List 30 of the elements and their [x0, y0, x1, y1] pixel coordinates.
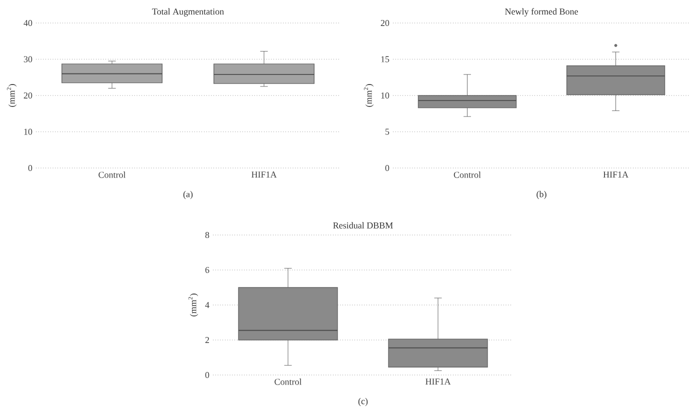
- y-tick-label: 0: [28, 164, 32, 172]
- y-tick-label: 20: [380, 20, 390, 26]
- y-tick-label: 15: [381, 56, 390, 62]
- text: (c): [358, 398, 368, 406]
- x-tick-label: Control: [274, 378, 302, 385]
- y-axis-title: (mm$^{2}$): [6, 84, 17, 107]
- y-tick-label: 4: [205, 302, 210, 308]
- chart-title: Total Augmentation: [152, 8, 224, 16]
- text: (a): [183, 190, 193, 200]
- x-tick-label: HIF1A: [603, 172, 628, 178]
- x-tick-label: Control: [98, 172, 126, 178]
- x-tick-label: HIF1A: [252, 172, 277, 178]
- y-tick-label: 20: [24, 92, 32, 99]
- y-tick-label: 10: [24, 128, 32, 135]
- x-tick-label: Control: [454, 172, 481, 178]
- y-tick-label: 8: [205, 232, 210, 238]
- y-axis-title: (mm$^{2}$): [188, 294, 198, 316]
- y-tick-label: 30: [24, 56, 32, 62]
- y-tick-label: 5: [385, 128, 390, 135]
- y-tick-label: 6: [205, 266, 210, 274]
- y-tick-label: 0: [385, 164, 390, 172]
- y-tick-label: 10: [381, 92, 390, 99]
- text: (b): [536, 190, 546, 200]
- y-axis-title: (mm$^{2}$): [364, 84, 374, 107]
- y-tick-label: 40: [24, 20, 32, 26]
- chart-title: Residual DBBM: [333, 222, 393, 228]
- x-tick-label: HIF1A: [426, 378, 451, 384]
- y-tick-label: 2: [205, 337, 209, 343]
- y-tick-label: 0: [205, 372, 210, 378]
- chart-title: Newly formed Bone: [505, 8, 578, 16]
